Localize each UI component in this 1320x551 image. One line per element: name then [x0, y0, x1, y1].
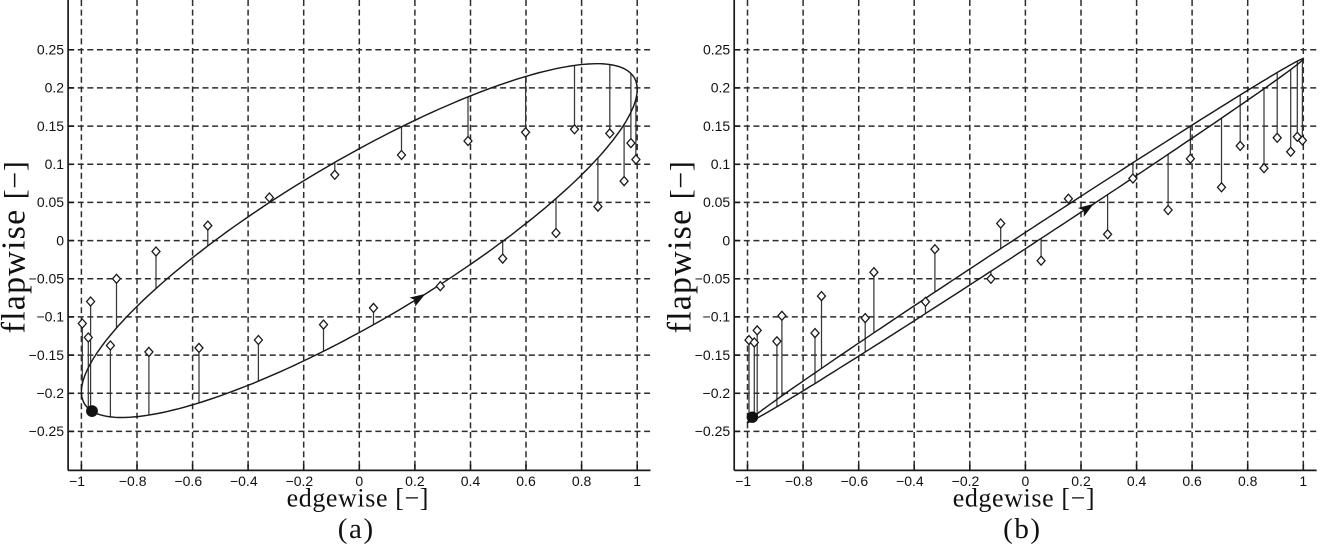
svg-text:0.15: 0.15	[703, 118, 730, 134]
svg-text:(a): (a)	[338, 513, 375, 545]
svg-text:0.6: 0.6	[1182, 473, 1202, 489]
svg-text:−0.1: −0.1	[36, 309, 64, 325]
svg-text:0.2: 0.2	[405, 473, 425, 489]
svg-text:−0.8: −0.8	[785, 473, 813, 489]
svg-text:0.1: 0.1	[45, 156, 65, 172]
svg-text:0.05: 0.05	[703, 194, 730, 210]
svg-text:−0.15: −0.15	[29, 347, 65, 363]
svg-text:0.8: 0.8	[1238, 473, 1258, 489]
svg-text:0.4: 0.4	[1127, 473, 1147, 489]
svg-text:[−]: [−]	[665, 161, 698, 199]
svg-text:0.2: 0.2	[45, 80, 65, 96]
svg-text:0.05: 0.05	[37, 194, 64, 210]
svg-text:1: 1	[1299, 473, 1307, 489]
svg-text:0.8: 0.8	[572, 473, 592, 489]
svg-text:0.25: 0.25	[703, 42, 730, 58]
svg-text:−0.2: −0.2	[36, 385, 64, 401]
svg-text:0.6: 0.6	[516, 473, 536, 489]
svg-text:−0.2: −0.2	[286, 473, 314, 489]
svg-text:−0.4: −0.4	[896, 473, 924, 489]
svg-text:0.2: 0.2	[1071, 473, 1091, 489]
svg-text:−0.2: −0.2	[952, 473, 980, 489]
svg-text:−0.8: −0.8	[119, 473, 147, 489]
svg-text:0: 0	[1022, 473, 1030, 489]
svg-text:−0.15: −0.15	[695, 347, 731, 363]
svg-text:0: 0	[355, 473, 363, 489]
svg-text:−0.05: −0.05	[29, 271, 65, 287]
svg-text:0: 0	[722, 232, 730, 248]
svg-text:−0.05: −0.05	[695, 271, 731, 287]
svg-text:[−]: [−]	[0, 161, 31, 199]
svg-text:edgewise [−]: edgewise [−]	[287, 484, 429, 513]
svg-text:−0.6: −0.6	[174, 473, 202, 489]
svg-text:(b): (b)	[1003, 513, 1042, 545]
svg-text:−1: −1	[69, 473, 85, 489]
svg-text:−0.2: −0.2	[703, 385, 731, 401]
svg-text:−0.4: −0.4	[230, 473, 258, 489]
svg-text:flapwise: flapwise	[662, 209, 699, 334]
svg-text:edgewise [−]: edgewise [−]	[953, 484, 1095, 513]
svg-text:0: 0	[56, 232, 64, 248]
svg-text:0.2: 0.2	[711, 80, 731, 96]
svg-text:flapwise: flapwise	[0, 209, 32, 334]
svg-text:0.1: 0.1	[711, 156, 731, 172]
svg-text:0.15: 0.15	[37, 118, 64, 134]
svg-text:0.4: 0.4	[461, 473, 481, 489]
svg-text:−1: −1	[735, 473, 751, 489]
svg-text:−0.25: −0.25	[29, 423, 65, 439]
svg-text:−0.25: −0.25	[695, 423, 731, 439]
svg-text:−0.6: −0.6	[841, 473, 869, 489]
svg-text:−0.1: −0.1	[703, 309, 731, 325]
svg-text:1: 1	[633, 473, 641, 489]
svg-text:0.25: 0.25	[37, 42, 64, 58]
